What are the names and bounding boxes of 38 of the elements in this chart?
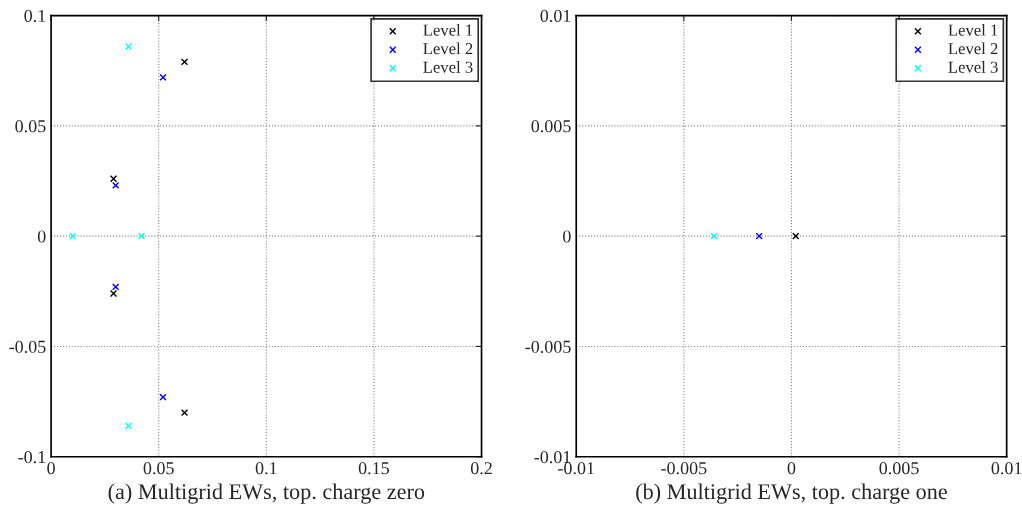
y-tick-label: 0.005	[531, 120, 571, 133]
x-tick-label: 0.05	[143, 462, 174, 475]
x-axis-title: (b) Multigrid EWs, top. charge one	[636, 483, 947, 504]
x-tick-label: 0.005	[879, 462, 919, 475]
point	[180, 58, 189, 66]
legend-label: Level 3	[423, 61, 473, 73]
y-tick-label: -0.005	[525, 340, 571, 353]
x-tick-label: 0.15	[358, 462, 390, 475]
point	[112, 283, 120, 291]
y-tick-label: -0.1	[18, 450, 46, 464]
point	[180, 408, 189, 417]
x-tick-label: 0.1	[255, 462, 277, 475]
x-tick-label: -0.005	[661, 462, 707, 475]
legend-label: Level 1	[423, 24, 473, 36]
y-tick-label: 0	[563, 230, 571, 243]
point	[68, 232, 77, 240]
legend-label: Level 2	[948, 42, 998, 55]
legend-label: Level 3	[948, 61, 998, 73]
y-tick-label: -0.05	[9, 340, 46, 353]
point	[124, 422, 133, 430]
x-axis-title: (a) Multigrid EWs, top. charge zero	[108, 483, 425, 504]
y-tick-label: 0.01	[540, 9, 571, 23]
x-tick-label: -0.01	[558, 462, 594, 475]
y-tick-label: -0.01	[534, 450, 571, 464]
point	[159, 73, 167, 81]
x-tick-label: 0.2	[470, 462, 492, 475]
point	[112, 181, 120, 190]
point	[159, 393, 167, 401]
y-tick-label: 0.1	[24, 9, 46, 23]
y-tick-label: 0.05	[15, 120, 46, 133]
legend-label: Level 1	[948, 24, 998, 36]
point	[109, 175, 118, 183]
x-tick-label: 0.01	[991, 462, 1022, 475]
legend-label: Level 2	[423, 42, 473, 55]
point	[137, 232, 146, 240]
x-tick-label: 0	[47, 462, 55, 475]
y-tick-label: 0	[37, 230, 46, 243]
x-tick-label: 0	[787, 462, 796, 475]
